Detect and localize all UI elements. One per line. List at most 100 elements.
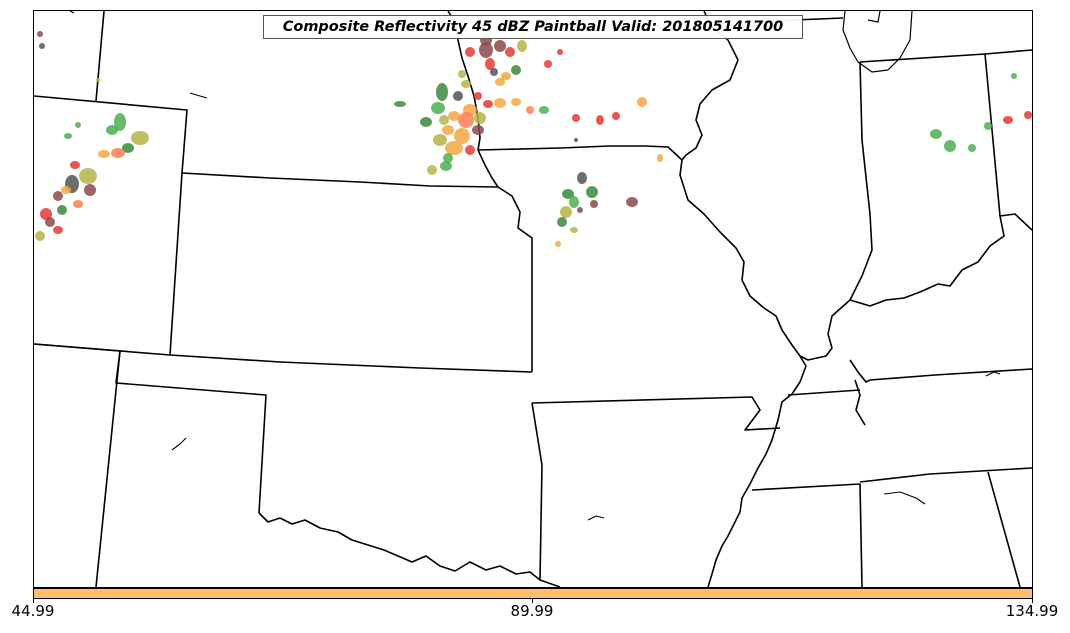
paintball-cell: [465, 47, 475, 57]
paintball-cell: [968, 144, 976, 152]
colorbar: [33, 588, 1033, 599]
paintball-cell: [555, 241, 561, 247]
map-frame: [33, 10, 1033, 588]
paintball-cell: [612, 112, 620, 120]
paintball-cell: [448, 111, 460, 121]
paintball-cell: [439, 115, 449, 125]
paintball-cell: [39, 43, 45, 49]
paintball-cell: [433, 134, 447, 146]
paintball-cell: [114, 113, 126, 131]
paintball-cell: [454, 128, 470, 144]
paintball-cell: [61, 186, 71, 194]
paintball-cell: [596, 115, 604, 125]
small-lakes: [69, 11, 1001, 521]
paintball-cell: [445, 141, 463, 155]
paintball-cell: [98, 150, 110, 158]
paintball-cell: [586, 186, 598, 198]
paintball-cell: [577, 207, 583, 213]
paintball-cell: [443, 153, 453, 163]
paintball-cell: [96, 78, 100, 82]
paintball-cell: [458, 70, 466, 78]
paintball-cell: [472, 125, 484, 135]
paintball-cell: [53, 191, 63, 201]
paintball-cell: [84, 184, 96, 196]
colorbar-tick-mark-center: [532, 599, 533, 603]
paintball-cell: [474, 92, 482, 100]
paintball-cell: [122, 143, 134, 153]
paintball-cell: [461, 80, 471, 88]
paintball-cell: [511, 65, 521, 75]
paintball-cell: [40, 208, 52, 220]
colorbar-tick-label-left: 44.99: [11, 602, 55, 620]
paintball-cell: [474, 112, 486, 124]
paintball-cell: [394, 101, 406, 107]
paintball-cell: [483, 100, 493, 108]
map-title: Composite Reflectivity 45 dBZ Paintball …: [263, 15, 803, 39]
paintball-cell: [944, 140, 956, 152]
colorbar-tick-label-right: 134.99: [1005, 602, 1059, 620]
paintball-cell: [75, 122, 81, 128]
colorbar-tick-mark-left: [33, 599, 34, 603]
paintball-cell: [57, 205, 67, 215]
paintball-cell: [479, 42, 493, 58]
paintball-cell: [637, 97, 647, 107]
paintball-cell: [570, 227, 578, 233]
paintball-cell: [539, 106, 549, 114]
paintball-cell: [440, 161, 452, 171]
paintball-cell: [1003, 116, 1013, 124]
paintball-cell: [930, 129, 942, 139]
paintball-cell: [131, 131, 149, 145]
paintball-cell: [557, 49, 563, 55]
paintball-cell: [64, 133, 72, 139]
paintball-cell: [1011, 73, 1017, 79]
paintball-cell: [1024, 111, 1032, 119]
paintball-cell: [526, 106, 534, 114]
paintball-cell: [442, 125, 454, 135]
paintball-cell: [557, 217, 567, 227]
paintball-cell: [485, 58, 495, 70]
paintball-cell: [511, 98, 521, 106]
paintball-cell: [574, 138, 578, 142]
paintball-cell: [494, 40, 506, 52]
colorbar-tick-label-center: 89.99: [510, 602, 554, 620]
paintball-cell: [73, 200, 83, 208]
paintball-cell: [427, 165, 437, 175]
paintball-cell: [106, 125, 118, 135]
paintball-cell: [984, 122, 992, 130]
paintball-cell: [490, 68, 498, 76]
lake-outline: [842, 11, 913, 73]
paintball-cell: [453, 91, 463, 101]
paintball-cell: [494, 98, 506, 108]
river-border: [447, 11, 807, 587]
paintball-cell: [569, 196, 579, 208]
paintball-cell: [626, 197, 638, 207]
paintball-cell: [79, 168, 97, 184]
paintball-cell: [53, 226, 63, 234]
paintball-cell: [544, 60, 552, 68]
paintball-cell: [70, 161, 80, 169]
paintball-cell: [560, 206, 572, 218]
state-borders: [34, 11, 1032, 587]
paintball-cell: [37, 31, 43, 37]
paintball-cell: [420, 117, 432, 127]
paintball-cell: [517, 40, 527, 52]
paintball-cell: [436, 83, 448, 101]
paintball-cell: [431, 102, 445, 114]
paintball-cell: [577, 172, 587, 184]
paintball-cell: [45, 217, 55, 227]
colorbar-tick-mark-right: [1032, 599, 1033, 603]
paintball-cell: [35, 231, 45, 241]
paintball-layer: [35, 31, 1032, 247]
illinois-border: [681, 11, 1032, 426]
paintball-cell: [505, 47, 515, 57]
paintball-cell: [501, 72, 511, 80]
paintball-cell: [465, 145, 475, 155]
paintball-cell: [590, 200, 598, 208]
paintball-cell: [572, 114, 580, 122]
paintball-cell: [458, 112, 474, 128]
paintball-cell: [657, 154, 663, 162]
paintball-cell: [111, 148, 125, 158]
paintball-cell: [495, 78, 505, 86]
paintball-cell: [562, 189, 574, 199]
